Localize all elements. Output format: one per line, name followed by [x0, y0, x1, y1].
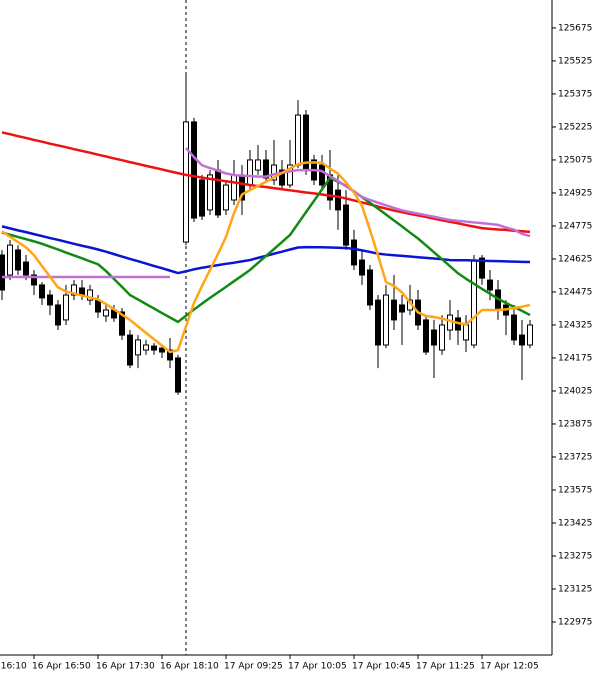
candle-body	[167, 349, 173, 361]
x-tick-label: 16 Apr 18:10	[160, 662, 219, 672]
candle-body	[31, 274, 37, 286]
candle-body	[15, 249, 21, 271]
x-tick-label: 17 Apr 10:45	[352, 662, 411, 672]
candle-body	[343, 204, 349, 246]
candle-body	[199, 179, 205, 217]
candle-body	[279, 169, 285, 186]
candle-body	[335, 189, 341, 211]
candle-body	[0, 254, 5, 291]
y-tick-label: 123275	[558, 551, 592, 561]
candle-body	[71, 284, 77, 296]
candle-body	[215, 169, 221, 216]
candle-body	[263, 159, 269, 179]
candle-body	[295, 114, 301, 166]
candle-body	[479, 257, 485, 279]
candle-body	[63, 294, 69, 321]
plot-area	[0, 0, 533, 655]
x-tick-label: 17 Apr 09:25	[224, 662, 283, 672]
candle-body	[463, 324, 469, 341]
y-tick-label: 124625	[558, 254, 592, 264]
candle-body	[159, 347, 165, 353]
y-tick-label: 124325	[558, 320, 592, 330]
x-tick-label: 17 Apr 12:05	[480, 662, 539, 672]
y-tick-label: 125525	[558, 56, 592, 66]
candle-body	[23, 261, 29, 276]
candle-body	[47, 294, 53, 306]
y-tick-label: 123725	[558, 452, 592, 462]
candle-body	[527, 324, 533, 346]
x-tick-label: 16 Apr 16:50	[32, 662, 91, 672]
candle-body	[319, 164, 325, 186]
candle-body	[151, 345, 157, 351]
indicator-line	[1, 176, 531, 324]
x-tick-label: 17 Apr 10:05	[288, 662, 347, 672]
candle-body	[135, 339, 141, 356]
candle-body	[351, 239, 357, 266]
candle-body	[391, 299, 397, 321]
candle-body	[127, 334, 133, 366]
indicator-line	[2, 147, 531, 279]
x-tick-label: 17 Apr 11:25	[416, 662, 475, 672]
candle-body	[119, 311, 125, 336]
candle-body	[103, 309, 109, 317]
y-tick-label: 124475	[558, 287, 592, 297]
candle-body	[287, 164, 293, 186]
candle-body	[191, 121, 197, 219]
candle-body	[375, 299, 381, 346]
candle-body	[271, 164, 277, 181]
y-tick-label: 123425	[558, 518, 592, 528]
candle-body	[223, 184, 229, 211]
y-tick-label: 124175	[558, 353, 592, 363]
candle-body	[367, 269, 373, 306]
candle-body	[511, 314, 517, 341]
candle-body	[487, 279, 493, 291]
candle-body	[439, 324, 445, 351]
x-tick-label: 16 Apr 17:30	[96, 662, 155, 672]
candle-body	[175, 357, 181, 393]
indicator-line	[1, 161, 531, 354]
y-tick-label: 125375	[558, 89, 592, 99]
candle-body	[359, 259, 365, 276]
candle-body	[39, 284, 45, 299]
candle-body	[231, 174, 237, 201]
y-tick-label: 124925	[558, 188, 592, 198]
y-tick-label: 124025	[558, 386, 592, 396]
candle-body	[399, 304, 405, 313]
y-tick-label: 124775	[558, 221, 592, 231]
y-tick-label: 123575	[558, 485, 592, 495]
candle-body	[183, 121, 189, 243]
candle-body	[7, 244, 13, 276]
candle-body	[423, 319, 429, 353]
y-tick-label: 123125	[558, 584, 592, 594]
candle-body	[519, 334, 525, 346]
y-tick-label: 125075	[558, 155, 592, 165]
candle-body	[247, 159, 253, 186]
candle-body	[431, 329, 437, 346]
candle-body	[383, 294, 389, 346]
y-tick-label: 125675	[558, 23, 592, 33]
candle-body	[55, 304, 61, 326]
candle-body	[87, 289, 93, 301]
candle-body	[207, 174, 213, 211]
candle-body	[255, 159, 261, 171]
x-tick-label: 16 Apr 16:10	[0, 662, 27, 672]
candle-body	[471, 259, 477, 346]
indicator-line	[1, 131, 531, 234]
candle-body	[143, 344, 149, 351]
y-tick-label: 122975	[558, 617, 592, 627]
y-tick-label: 123875	[558, 419, 592, 429]
y-tick-label: 125225	[558, 122, 592, 132]
